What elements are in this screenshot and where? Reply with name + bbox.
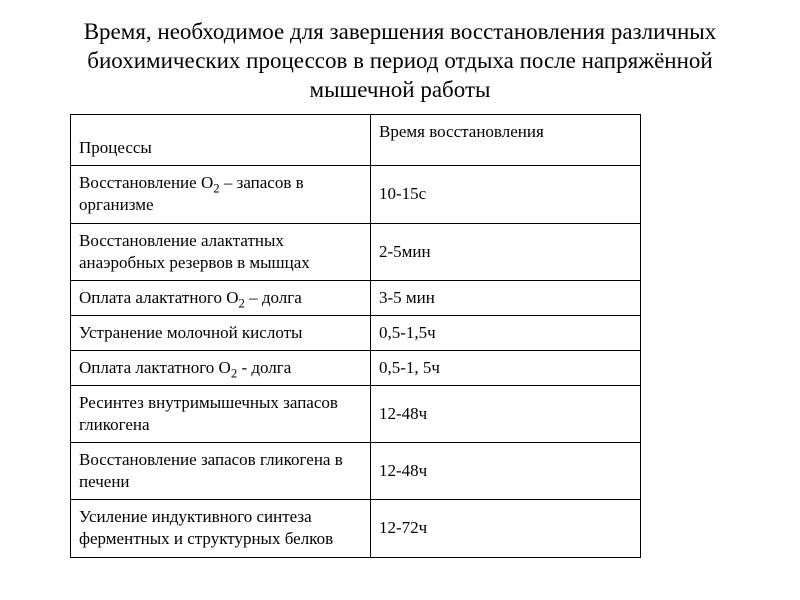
table-row: Восстановление О2 – запасов в организме1…: [71, 166, 641, 223]
header-time: Время восстановления: [371, 115, 641, 166]
table-row: Оплата алактатного О2 – долга3-5 мин: [71, 280, 641, 315]
process-cell: Оплата алактатного О2 – долга: [71, 280, 371, 315]
time-cell: 0,5-1,5ч: [371, 315, 641, 350]
process-cell: Восстановление запасов гликогена в печен…: [71, 443, 371, 500]
process-cell: Восстановление алактатных анаэробных рез…: [71, 223, 371, 280]
time-cell: 10-15с: [371, 166, 641, 223]
table-row: Ресинтез внутримышечных запасов гликоген…: [71, 386, 641, 443]
time-cell: 2-5мин: [371, 223, 641, 280]
process-cell: Ресинтез внутримышечных запасов гликоген…: [71, 386, 371, 443]
table-body: Процессы Время восстановления Восстановл…: [71, 115, 641, 557]
table-row: Восстановление запасов гликогена в печен…: [71, 443, 641, 500]
table-row: Усиление индуктивного синтеза ферментных…: [71, 500, 641, 557]
table-row: Устранение молочной кислоты0,5-1,5ч: [71, 315, 641, 350]
time-cell: 12-48ч: [371, 386, 641, 443]
page: Время, необходимое для завершения восста…: [0, 0, 800, 578]
table-row: Восстановление алактатных анаэробных рез…: [71, 223, 641, 280]
header-processes: Процессы: [71, 115, 371, 166]
process-cell: Оплата лактатного О2 - долга: [71, 350, 371, 385]
recovery-table: Процессы Время восстановления Восстановл…: [70, 114, 641, 557]
process-cell: Восстановление О2 – запасов в организме: [71, 166, 371, 223]
process-cell: Устранение молочной кислоты: [71, 315, 371, 350]
time-cell: 12-72ч: [371, 500, 641, 557]
table-row: Оплата лактатного О2 - долга0,5-1, 5ч: [71, 350, 641, 385]
time-cell: 0,5-1, 5ч: [371, 350, 641, 385]
table-header-row: Процессы Время восстановления: [71, 115, 641, 166]
process-cell: Усиление индуктивного синтеза ферментных…: [71, 500, 371, 557]
time-cell: 3-5 мин: [371, 280, 641, 315]
page-title: Время, необходимое для завершения восста…: [50, 18, 750, 104]
time-cell: 12-48ч: [371, 443, 641, 500]
